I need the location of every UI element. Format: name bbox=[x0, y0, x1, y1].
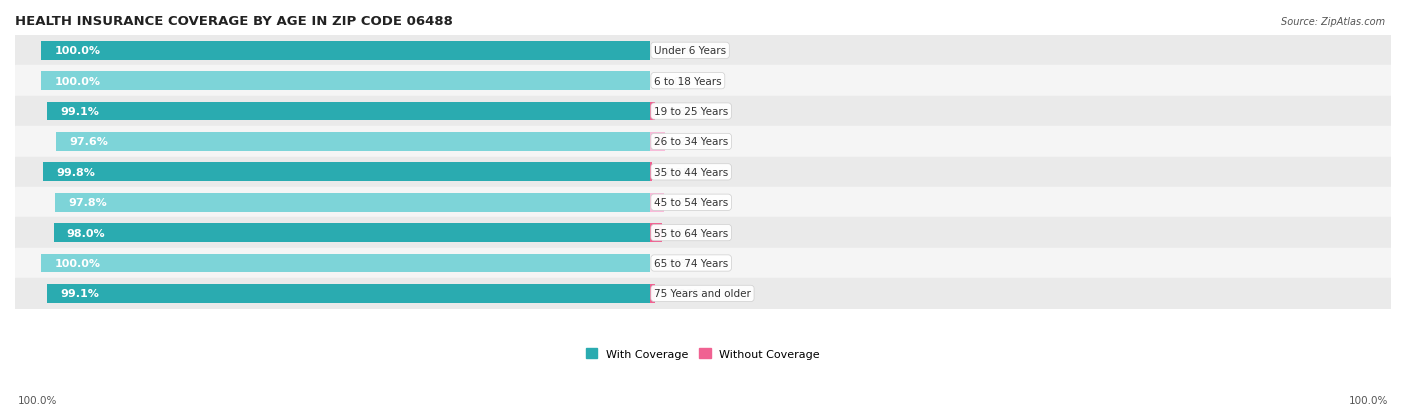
Text: 35 to 44 Years: 35 to 44 Years bbox=[654, 167, 728, 178]
Text: 26 to 34 Years: 26 to 34 Years bbox=[654, 137, 728, 147]
Text: 75 Years and older: 75 Years and older bbox=[654, 289, 751, 299]
Text: 0.0%: 0.0% bbox=[664, 46, 692, 56]
Text: 97.8%: 97.8% bbox=[67, 198, 107, 208]
Text: 100.0%: 100.0% bbox=[1348, 395, 1388, 405]
Text: 0.86%: 0.86% bbox=[668, 107, 704, 117]
Bar bbox=[15, 188, 1391, 218]
Bar bbox=[15, 248, 1391, 278]
Bar bbox=[46, 284, 650, 303]
Bar bbox=[650, 224, 662, 242]
Text: 100.0%: 100.0% bbox=[18, 395, 58, 405]
Text: 100.0%: 100.0% bbox=[55, 259, 101, 268]
Bar bbox=[42, 163, 650, 182]
Text: 55 to 64 Years: 55 to 64 Years bbox=[654, 228, 728, 238]
Bar bbox=[650, 163, 651, 182]
Text: 2.0%: 2.0% bbox=[675, 228, 704, 238]
Text: 0.0%: 0.0% bbox=[664, 76, 692, 86]
Bar bbox=[15, 157, 1391, 188]
Text: 2.4%: 2.4% bbox=[678, 137, 706, 147]
Bar bbox=[650, 133, 665, 152]
Text: 0.0%: 0.0% bbox=[664, 259, 692, 268]
Text: 100.0%: 100.0% bbox=[55, 76, 101, 86]
Text: 99.1%: 99.1% bbox=[60, 289, 98, 299]
Bar bbox=[15, 127, 1391, 157]
Text: 97.6%: 97.6% bbox=[69, 137, 108, 147]
Text: 0.88%: 0.88% bbox=[669, 289, 704, 299]
Bar bbox=[41, 72, 650, 91]
Bar bbox=[15, 36, 1391, 66]
Text: 65 to 74 Years: 65 to 74 Years bbox=[654, 259, 728, 268]
Bar bbox=[15, 97, 1391, 127]
Bar bbox=[15, 278, 1391, 309]
Text: 2.3%: 2.3% bbox=[678, 198, 706, 208]
Text: Under 6 Years: Under 6 Years bbox=[654, 46, 725, 56]
Text: 98.0%: 98.0% bbox=[67, 228, 105, 238]
Bar bbox=[55, 193, 650, 212]
Text: 45 to 54 Years: 45 to 54 Years bbox=[654, 198, 728, 208]
Legend: With Coverage, Without Coverage: With Coverage, Without Coverage bbox=[582, 344, 824, 363]
Bar bbox=[15, 66, 1391, 97]
Text: 99.8%: 99.8% bbox=[56, 167, 94, 178]
Bar bbox=[650, 284, 655, 303]
Text: 6 to 18 Years: 6 to 18 Years bbox=[654, 76, 721, 86]
Text: HEALTH INSURANCE COVERAGE BY AGE IN ZIP CODE 06488: HEALTH INSURANCE COVERAGE BY AGE IN ZIP … bbox=[15, 15, 453, 28]
Bar bbox=[650, 102, 655, 121]
Text: Source: ZipAtlas.com: Source: ZipAtlas.com bbox=[1281, 17, 1385, 26]
Bar bbox=[56, 133, 650, 152]
Text: 100.0%: 100.0% bbox=[55, 46, 101, 56]
Bar bbox=[41, 254, 650, 273]
Bar bbox=[15, 218, 1391, 248]
Bar bbox=[46, 102, 650, 121]
Bar bbox=[53, 224, 650, 242]
Text: 0.25%: 0.25% bbox=[665, 167, 700, 178]
Bar bbox=[41, 42, 650, 61]
Bar bbox=[650, 193, 664, 212]
Text: 19 to 25 Years: 19 to 25 Years bbox=[654, 107, 728, 117]
Text: 99.1%: 99.1% bbox=[60, 107, 98, 117]
